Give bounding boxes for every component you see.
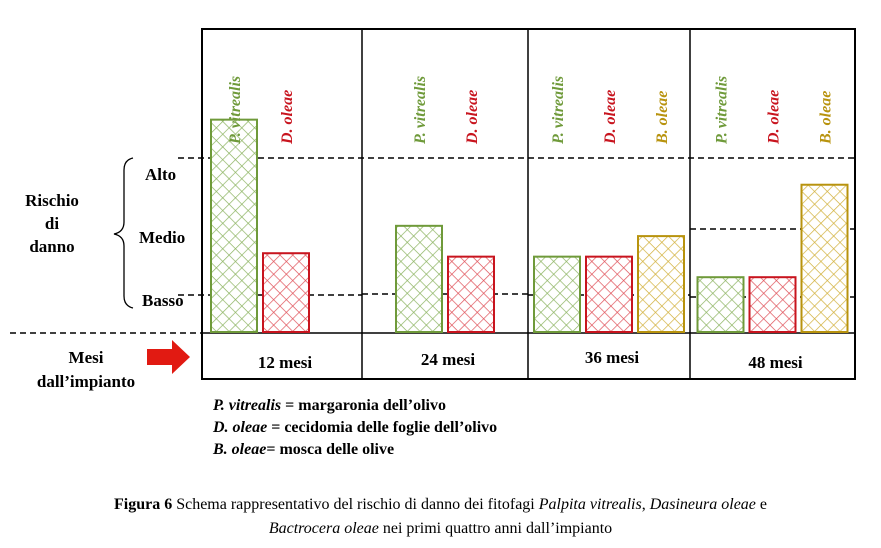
species-label: P. vitrealis [550,76,567,145]
legend-species: D. oleae [213,419,268,436]
species-label: P. vitrealis [714,76,731,145]
species-label: D. oleae [464,90,481,145]
legend-description: = mosca delle olive [266,441,395,458]
species-label: P. vitrealis [227,76,244,145]
species-label: B. oleae [818,91,835,145]
legend-note-d-oleae: D. oleae = cecidomia delle foglie dell’o… [213,417,497,439]
figure-caption-line-2: Bactrocera oleae nei primi quattro anni … [0,517,881,541]
legend-description: = cecidomia delle foglie dell’olivo [267,419,498,436]
bar-pvitrealis-48mesi [696,276,745,334]
species-label: B. oleae [654,91,671,145]
bar-doleae-12mesi [262,252,310,334]
risk-title-line-2: di [45,214,59,233]
caption-species: Dasineura oleae [649,496,756,513]
risk-title-line-1: Rischio [25,191,79,210]
species-label: P. vitrealis [412,76,429,145]
caption-species: Bactrocera oleae [268,520,379,537]
category-label: 12 mesi [258,353,313,372]
bar-doleae-48mesi [748,276,797,334]
risk-bracket [113,157,134,309]
months-label-line-1: Mesi [69,348,104,367]
species-label: D. oleae [279,90,296,145]
bar-pvitrealis-24mesi [395,224,443,333]
legend-note-p-vitrealis: P. vitrealis = margaronia dell’olivo [213,395,446,417]
caption-separator: , [641,496,650,513]
months-label-line-2: dall’impianto [37,372,135,391]
bar-doleae-24mesi [447,255,495,333]
category-label: 48 mesi [748,353,803,372]
legend-description: = margaronia dell’olivo [281,397,446,414]
legend-species: B. oleae [213,441,267,458]
level-medio: Medio [139,228,185,247]
bar-boleae-48mesi [800,183,849,333]
caption-species: Palpita vitrealis [538,496,642,513]
figure-caption-line-1: Figura 6 Schema rappresentativo del risc… [0,493,881,517]
caption-separator: e [755,496,768,513]
level-basso: Basso [142,291,184,310]
risk-title-line-3: danno [29,237,74,256]
legend-species: P. vitrealis [213,397,282,414]
figure-label: Figura 6 [113,496,173,513]
bar-pvitrealis-36mesi [533,255,581,333]
category-label: 36 mesi [585,348,640,367]
species-label: D. oleae [602,90,619,145]
category-label: 24 mesi [421,350,476,369]
caption-text: nei primi quattro anni dall’impianto [378,520,613,537]
level-alto: Alto [145,165,176,184]
bar-boleae-36mesi [637,235,685,334]
bar-pvitrealis-12mesi [210,118,258,334]
legend-note-b-oleae: B. oleae= mosca delle olive [213,439,394,461]
caption-text: Schema rappresentativo del rischio di da… [172,496,539,513]
species-label: D. oleae [766,90,783,145]
arrow-right-icon [147,340,190,374]
bar-doleae-36mesi [585,255,633,333]
